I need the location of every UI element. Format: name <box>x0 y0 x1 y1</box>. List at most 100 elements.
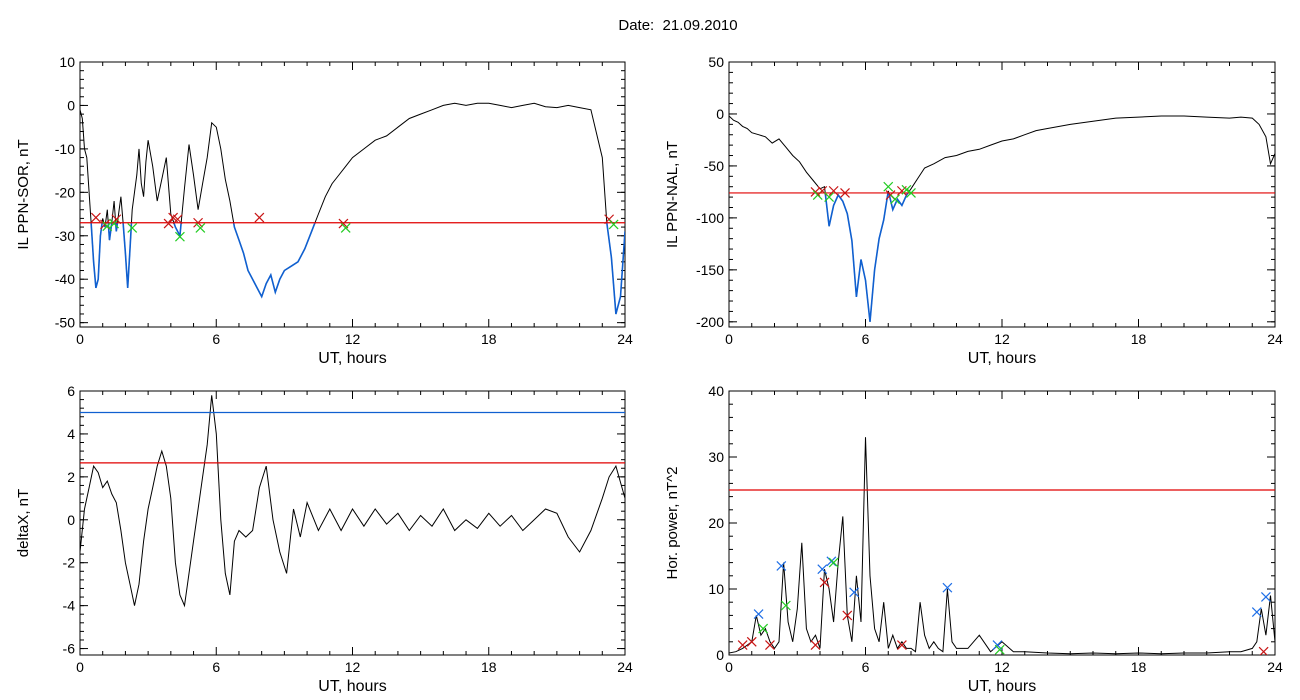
event-marker-green <box>758 623 769 634</box>
y-tick-label: 0 <box>716 647 724 663</box>
event-marker-green <box>994 644 1005 655</box>
series-line-below-threshold <box>90 222 625 315</box>
event-marker-green <box>127 223 138 233</box>
marker-stroke <box>780 600 791 611</box>
marker-stroke <box>896 640 907 651</box>
x-axis-label: UT, hours <box>318 678 386 695</box>
marker-stroke <box>1259 646 1269 655</box>
series-line-below-threshold <box>824 192 909 322</box>
y-tick-label: -4 <box>63 598 76 614</box>
y-tick-label: 6 <box>67 383 75 399</box>
y-tick-label: -200 <box>696 314 724 330</box>
x-tick-label: 12 <box>345 331 361 347</box>
marker-stroke <box>758 623 769 634</box>
y-tick-label: -2 <box>63 555 76 571</box>
marker-stroke <box>111 214 122 225</box>
x-tick-label: 0 <box>725 659 733 675</box>
marker-stroke <box>824 192 835 203</box>
series-line <box>80 102 625 315</box>
marker-stroke <box>254 212 265 223</box>
event-marker-red <box>828 185 839 196</box>
x-tick-label: 0 <box>725 331 733 347</box>
marker-stroke <box>883 181 894 192</box>
plot-area <box>729 437 1275 655</box>
y-tick-label: 40 <box>708 383 724 399</box>
marker-stroke <box>776 560 787 571</box>
y-tick-label: 10 <box>708 581 724 597</box>
event-marker-blue <box>1251 607 1262 618</box>
event-marker-red <box>765 640 775 651</box>
y-tick-label: -6 <box>63 641 76 657</box>
marker-stroke <box>174 231 185 242</box>
event-marker-red <box>810 640 821 651</box>
y-tick-label: 30 <box>708 449 724 465</box>
series-line <box>80 395 625 608</box>
event-marker-blue <box>753 609 764 620</box>
x-tick-label: 24 <box>1267 331 1283 347</box>
x-axis-label: UT, hours <box>968 678 1036 695</box>
y-axis-label: IL PPN-SOR, nT <box>15 139 32 249</box>
x-tick-label: 0 <box>76 331 84 347</box>
plot-frame <box>79 390 626 656</box>
marker-stroke <box>195 223 206 233</box>
marker-stroke <box>1260 591 1271 602</box>
plot-area <box>729 115 1275 322</box>
marker-stroke <box>819 577 830 588</box>
marker-stroke <box>828 185 839 196</box>
event-marker-red <box>254 212 265 223</box>
event-marker-red <box>90 212 101 223</box>
y-axis-label: Hor. power, nT^2 <box>664 467 681 580</box>
highlight-group <box>90 222 625 315</box>
y-tick-label: -100 <box>696 210 724 226</box>
y-tick-label: -50 <box>704 158 724 174</box>
marker-stroke <box>746 636 757 647</box>
y-tick-label: -20 <box>55 184 75 200</box>
x-tick-label: 18 <box>1131 659 1147 675</box>
event-marker-red <box>111 214 122 225</box>
x-tick-label: 18 <box>481 659 497 675</box>
event-marker-red <box>737 640 748 651</box>
x-tick-label: 6 <box>862 331 870 347</box>
x-tick-label: 6 <box>862 659 870 675</box>
x-tick-label: 24 <box>617 331 633 347</box>
x-tick-label: 6 <box>212 659 220 675</box>
marker-stroke <box>828 557 839 568</box>
page-title: Date: 21.09.2010 <box>618 17 738 34</box>
plot-area <box>80 395 625 608</box>
marker-stroke <box>172 214 183 225</box>
y-tick-label: 0 <box>67 97 75 113</box>
highlight-group <box>824 192 909 322</box>
event-marker-red <box>840 188 850 198</box>
marker-stroke <box>90 212 101 223</box>
y-tick-label: 0 <box>67 512 75 528</box>
marker-stroke <box>942 582 953 593</box>
marker-stroke <box>849 587 860 598</box>
series-line <box>729 437 1275 655</box>
marker-stroke <box>840 188 850 198</box>
marker-stroke <box>992 640 1003 651</box>
marker-stroke <box>753 609 764 620</box>
y-tick-label: -40 <box>55 271 75 287</box>
marker-stroke <box>810 640 821 651</box>
x-tick-label: 0 <box>76 659 84 675</box>
marker-stroke <box>906 188 916 198</box>
event-marker-blue <box>826 556 837 567</box>
event-marker-blue <box>1260 591 1271 602</box>
chart-panel-power: 0 6 12 18 24 40 30 20 10 0 UT, hours Hor. power, nT… <box>664 383 1283 695</box>
event-marker-red <box>896 640 907 651</box>
x-tick-label: 6 <box>212 331 220 347</box>
marker-stroke <box>737 640 748 651</box>
y-tick-label: 50 <box>708 54 724 70</box>
y-tick-label: 0 <box>716 106 724 122</box>
event-marker-green <box>883 181 894 192</box>
marker-stroke <box>817 185 828 196</box>
x-tick-label: 24 <box>617 659 633 675</box>
x-tick-label: 12 <box>994 659 1010 675</box>
event-marker-green <box>780 600 791 611</box>
event-marker-green <box>906 188 916 198</box>
event-marker-red <box>1258 646 1269 655</box>
event-marker-green <box>890 194 900 205</box>
x-tick-label: 18 <box>1131 331 1147 347</box>
y-axis-label: IL PPN-NAL, nT <box>664 141 681 248</box>
marker-stroke <box>338 218 349 229</box>
